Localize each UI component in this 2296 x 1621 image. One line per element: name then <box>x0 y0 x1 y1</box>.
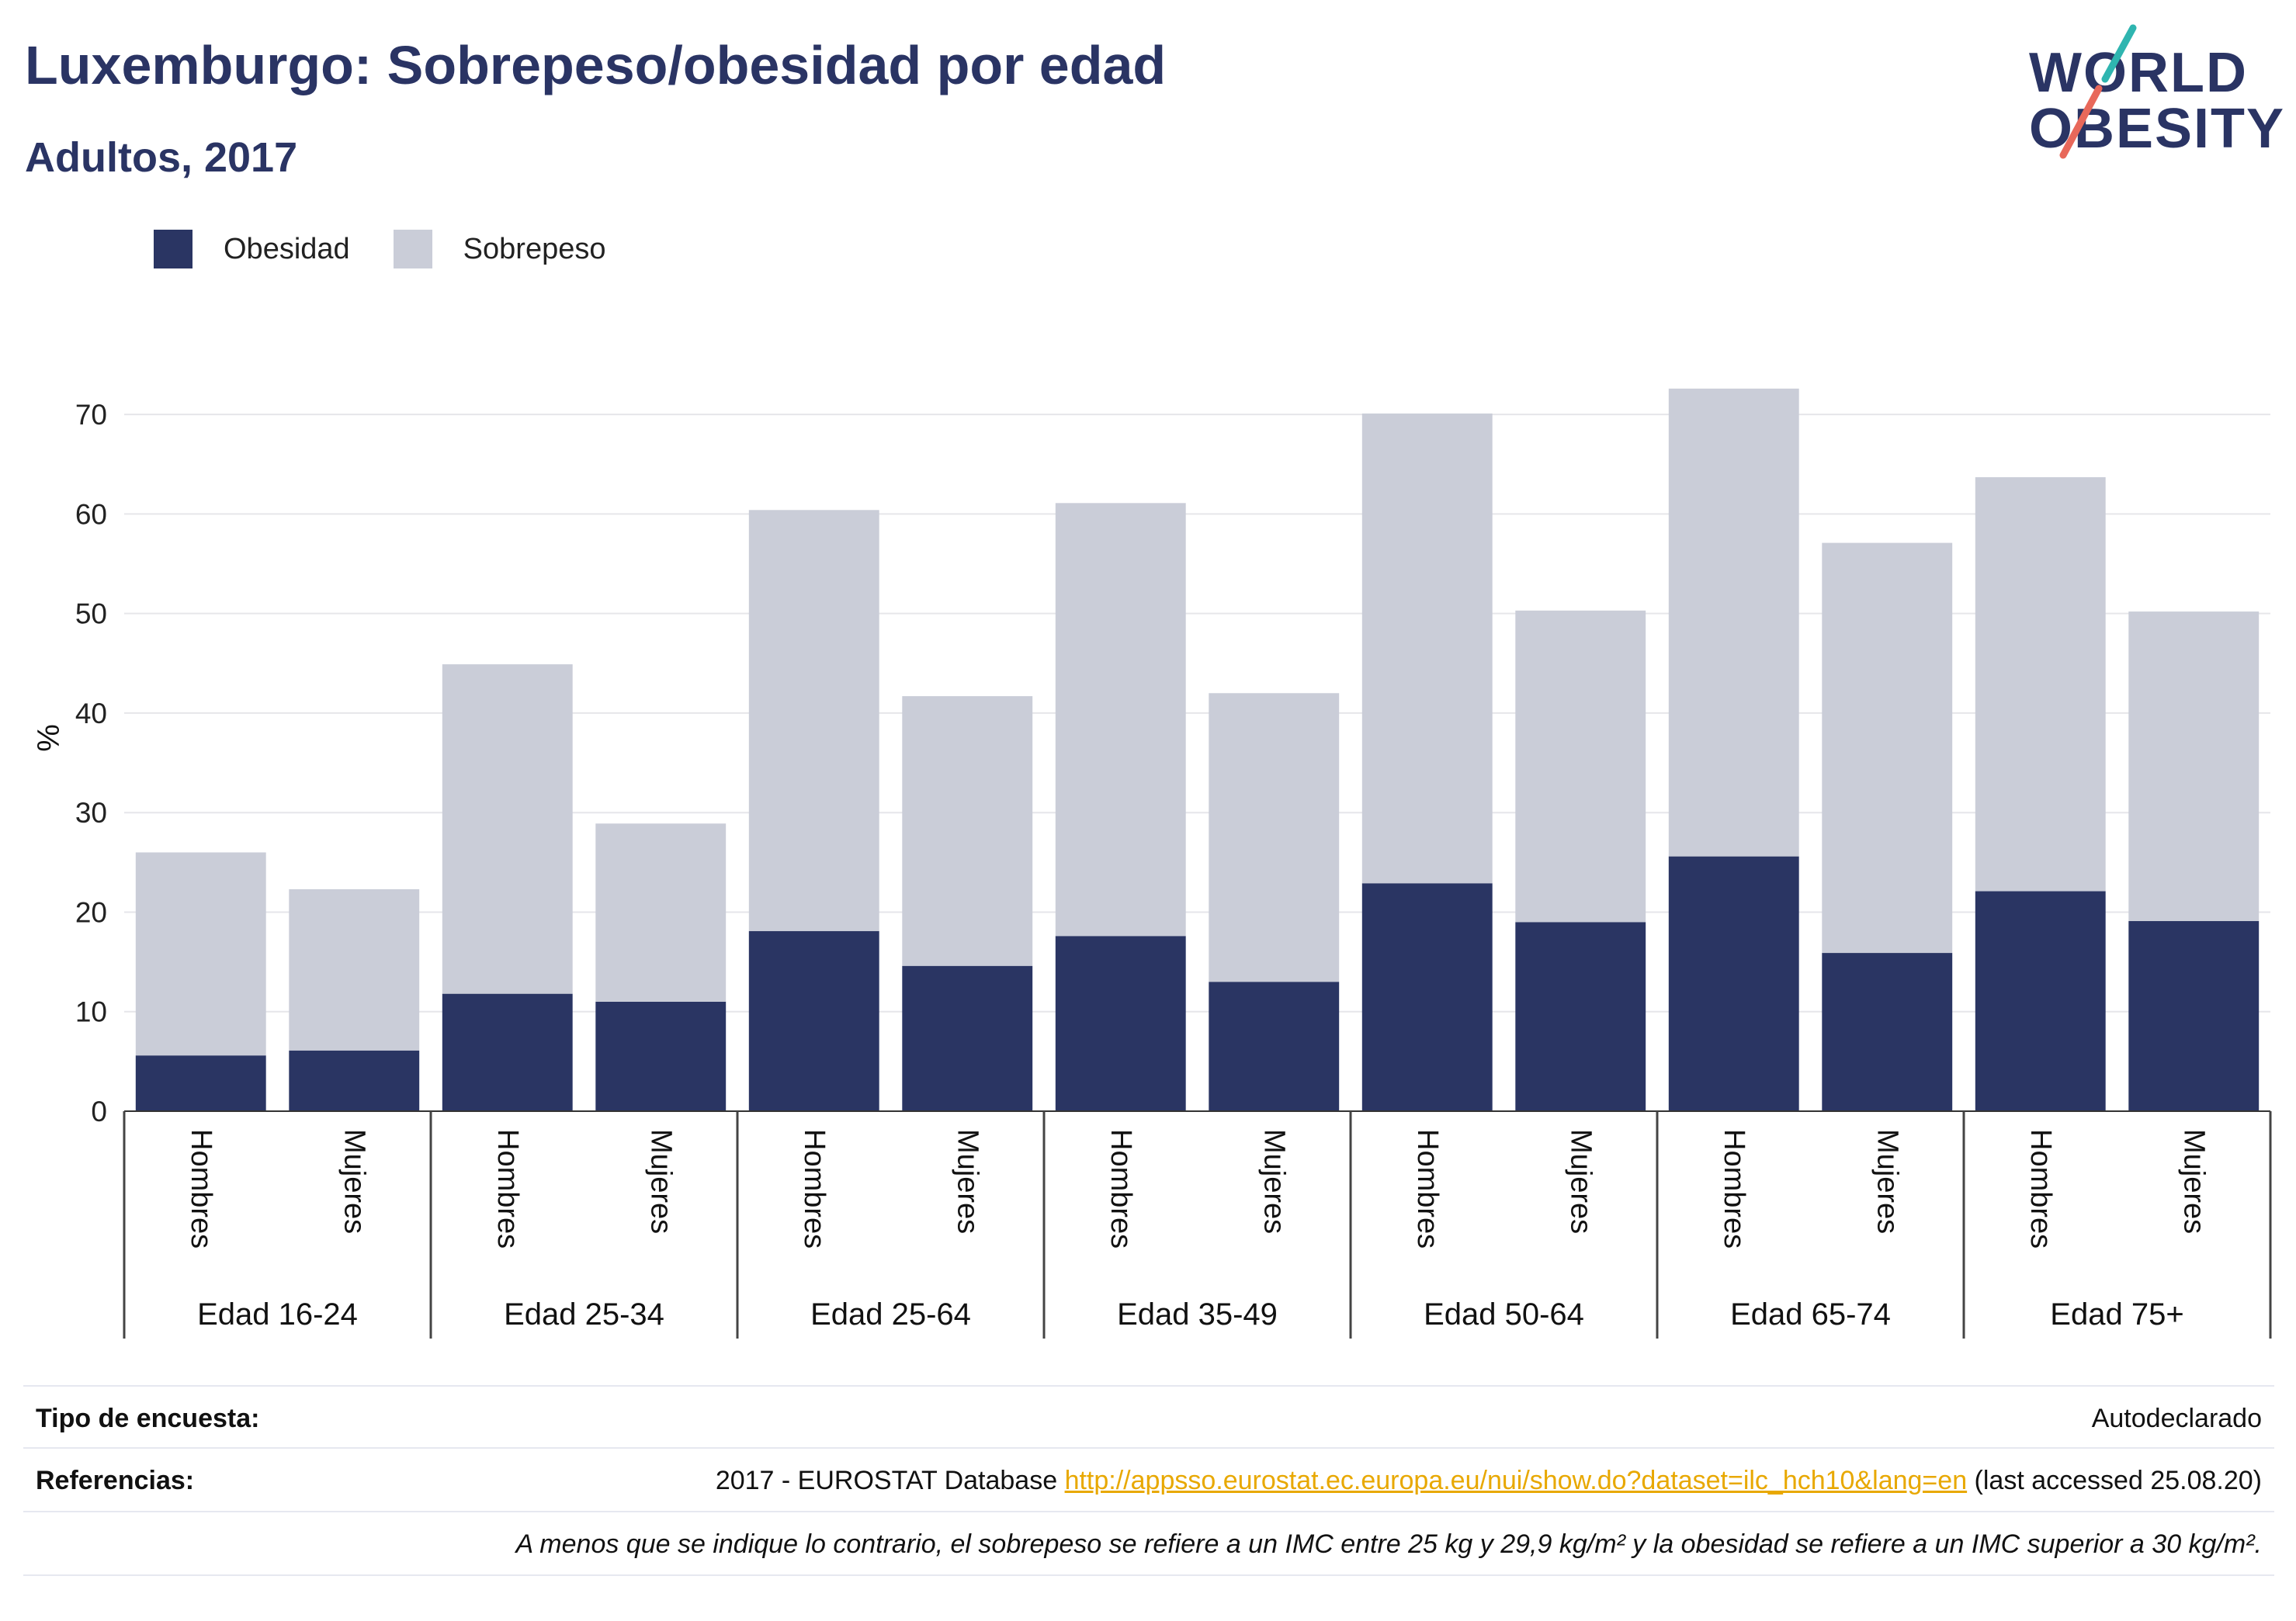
bar-obesidad-10 <box>1668 856 1799 1111</box>
chart-title: Luxemburgo: Sobrepeso/obesidad por edad <box>25 35 1167 95</box>
bar-chart: 0 10 20 30 40 50 60 70 Hombres Mujeres Hombres Muje… <box>32 388 2272 1339</box>
bar-obesidad-1 <box>289 1050 420 1111</box>
references-link[interactable]: http://appsso.eurostat.ec.europa.eu/nui/… <box>1064 1466 1968 1495</box>
bar-sobrepeso-1 <box>289 888 420 1051</box>
legend-label-sobrepeso: Sobrepeso <box>463 232 606 265</box>
y-tick-label: 50 <box>75 598 107 630</box>
bar-obesidad-11 <box>1822 953 1953 1111</box>
x-group-label: Edad 25-34 <box>504 1297 664 1332</box>
legend-label-obesidad: Obesidad <box>224 232 350 265</box>
definition-note: A menos que se indique lo contrario, el … <box>515 1529 2262 1559</box>
world-obesity-logo: WORLD OBESITY <box>2018 23 2284 163</box>
x-group-label: Edad 35-49 <box>1117 1297 1278 1332</box>
x-category-label: Hombres <box>1411 1129 1444 1249</box>
legend-swatch-obesidad <box>154 230 192 268</box>
references-prefix: 2017 - EUROSTAT Database <box>715 1466 1065 1495</box>
bar-obesidad-13 <box>2128 921 2260 1111</box>
bar-obesidad-3 <box>595 1001 727 1111</box>
x-category-label: Hombres <box>2024 1129 2057 1249</box>
y-tick-label: 20 <box>75 896 107 928</box>
info-table: Tipo de encuesta: Autodeclarado Referenc… <box>23 1385 2274 1576</box>
bar-obesidad-8 <box>1361 883 1493 1111</box>
bar-sobrepeso-0 <box>135 852 266 1056</box>
survey-type-row: Tipo de encuesta: Autodeclarado <box>23 1385 2274 1449</box>
chart-subtitle: Adultos, 2017 <box>25 134 298 181</box>
y-tick-label: 30 <box>75 797 107 829</box>
x-group-label: Edad 65-74 <box>1730 1297 1891 1332</box>
logo-line-2: OBESITY <box>2029 98 2286 160</box>
bar-sobrepeso-8 <box>1361 413 1493 884</box>
x-group-label: Edad 25-64 <box>810 1297 971 1332</box>
x-category-label: Mujeres <box>2177 1129 2210 1234</box>
bar-obesidad-7 <box>1209 982 1340 1111</box>
y-tick-label: 40 <box>75 698 107 729</box>
bar-sobrepeso-12 <box>1975 476 2106 892</box>
bar-sobrepeso-6 <box>1055 503 1186 937</box>
bar-sobrepeso-7 <box>1209 693 1340 982</box>
y-axis-title: % <box>32 724 66 752</box>
bar-sobrepeso-5 <box>902 696 1033 966</box>
x-category-label: Mujeres <box>951 1129 983 1234</box>
bar-obesidad-0 <box>135 1055 266 1111</box>
bar-sobrepeso-9 <box>1515 610 1646 923</box>
note-row: A menos que se indique lo contrario, el … <box>23 1512 2274 1576</box>
y-tick-label: 0 <box>91 1096 107 1127</box>
references-value: 2017 - EUROSTAT Database http://appsso.e… <box>716 1466 2262 1496</box>
x-group-label: Edad 50-64 <box>1424 1297 1584 1332</box>
bar-sobrepeso-13 <box>2128 611 2260 922</box>
legend-swatch-sobrepeso <box>393 230 432 268</box>
x-category-label: Mujeres <box>644 1129 677 1234</box>
bar-obesidad-5 <box>902 965 1033 1111</box>
x-group-label: Edad 75+ <box>2050 1297 2183 1332</box>
bar-sobrepeso-2 <box>442 664 573 994</box>
bar-obesidad-2 <box>442 993 573 1111</box>
y-tick-label: 70 <box>75 399 107 431</box>
survey-type-key: Tipo de encuesta: <box>36 1404 260 1433</box>
x-group-label: Edad 16-24 <box>197 1297 358 1332</box>
chart-legend: Obesidad Sobrepeso <box>154 230 649 268</box>
axis-labels: 0 10 20 30 40 50 60 70 Hombres Mujeres Hombres Muje… <box>32 399 2210 1332</box>
bar-sobrepeso-3 <box>595 823 727 1002</box>
bar-sobrepeso-4 <box>748 510 879 931</box>
bar-obesidad-4 <box>748 930 879 1111</box>
bar-obesidad-12 <box>1975 891 2106 1111</box>
x-category-label: Hombres <box>491 1129 524 1249</box>
x-category-label: Hombres <box>185 1129 217 1249</box>
logo-slash-icon <box>2059 24 2137 159</box>
bar-sobrepeso-11 <box>1822 542 1953 954</box>
y-tick-label: 10 <box>75 996 107 1028</box>
survey-type-value: Autodeclarado <box>2091 1404 2262 1433</box>
bar-obesidad-6 <box>1055 936 1186 1111</box>
references-row: Referencias: 2017 - EUROSTAT Database ht… <box>23 1449 2274 1512</box>
x-category-label: Mujeres <box>1257 1129 1290 1234</box>
bar-obesidad-9 <box>1515 922 1646 1111</box>
x-category-label: Hombres <box>798 1129 831 1249</box>
y-tick-label: 60 <box>75 498 107 530</box>
bar-sobrepeso-10 <box>1668 388 1799 857</box>
x-category-label: Hombres <box>1105 1129 1137 1249</box>
bars <box>135 388 2260 1111</box>
x-category-label: Mujeres <box>1871 1129 1903 1234</box>
x-category-label: Mujeres <box>1564 1129 1597 1234</box>
references-key: Referencias: <box>36 1466 195 1495</box>
x-category-label: Hombres <box>1718 1129 1750 1249</box>
logo-line-1: WORLD <box>2029 42 2248 104</box>
axes <box>123 1110 2272 1339</box>
references-suffix: (last accessed 25.08.20) <box>1967 1466 2262 1495</box>
x-category-label: Mujeres <box>338 1129 370 1234</box>
